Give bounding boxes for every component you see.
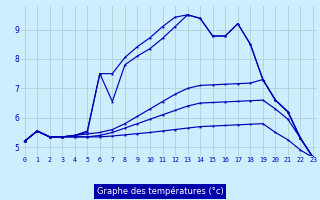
Text: Graphe des températures (°c): Graphe des températures (°c) xyxy=(97,186,223,196)
